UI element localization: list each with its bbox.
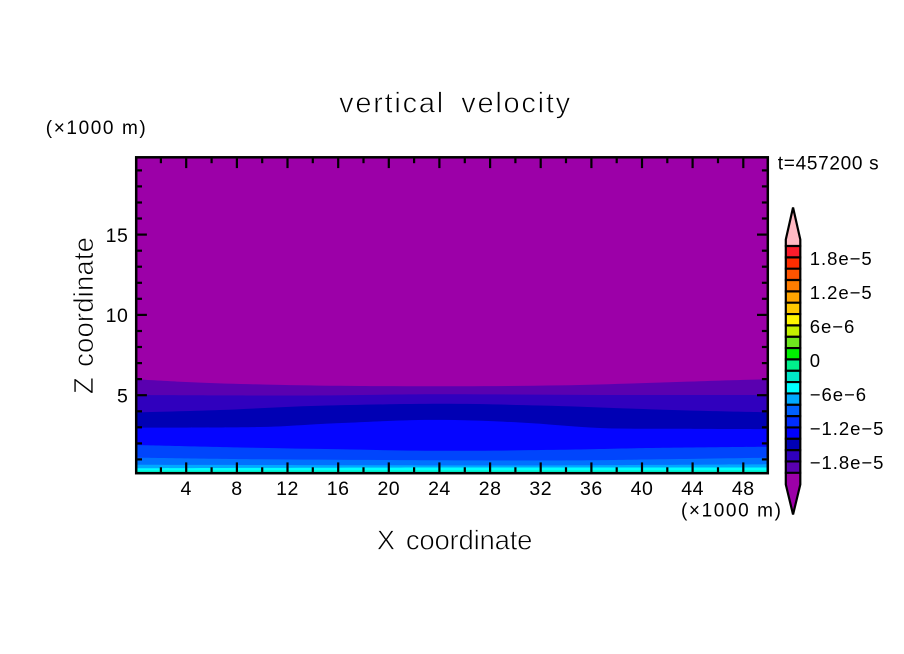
svg-text:20: 20 (377, 478, 400, 500)
svg-text:X coordinate: X coordinate (377, 525, 533, 556)
svg-text:36: 36 (580, 478, 603, 500)
svg-text:−6e−6: −6e−6 (810, 384, 867, 405)
svg-text:8: 8 (231, 478, 242, 500)
svg-text:6e−6: 6e−6 (810, 316, 855, 337)
svg-text:vertical velocity: vertical velocity (339, 88, 572, 120)
svg-text:t=457200 s: t=457200 s (778, 154, 880, 175)
svg-text:10: 10 (106, 305, 129, 327)
svg-text:12: 12 (276, 478, 299, 500)
svg-text:40: 40 (631, 478, 654, 500)
svg-text:(×1000 m): (×1000 m) (681, 501, 783, 522)
svg-text:4: 4 (181, 478, 192, 500)
svg-text:−1.8e−5: −1.8e−5 (810, 452, 885, 473)
svg-text:(×1000 m): (×1000 m) (46, 118, 148, 139)
svg-text:0: 0 (810, 350, 821, 371)
svg-text:Z coordinate: Z coordinate (68, 237, 99, 394)
svg-text:16: 16 (327, 478, 350, 500)
svg-text:32: 32 (529, 478, 552, 500)
svg-text:24: 24 (428, 478, 451, 500)
svg-text:44: 44 (681, 478, 704, 500)
svg-text:48: 48 (732, 478, 755, 500)
svg-text:−1.2e−5: −1.2e−5 (810, 418, 885, 439)
svg-text:15: 15 (106, 225, 129, 247)
svg-text:1.2e−5: 1.2e−5 (810, 282, 873, 303)
svg-text:5: 5 (117, 386, 128, 408)
svg-text:1.8e−5: 1.8e−5 (810, 248, 873, 269)
svg-text:28: 28 (479, 478, 502, 500)
